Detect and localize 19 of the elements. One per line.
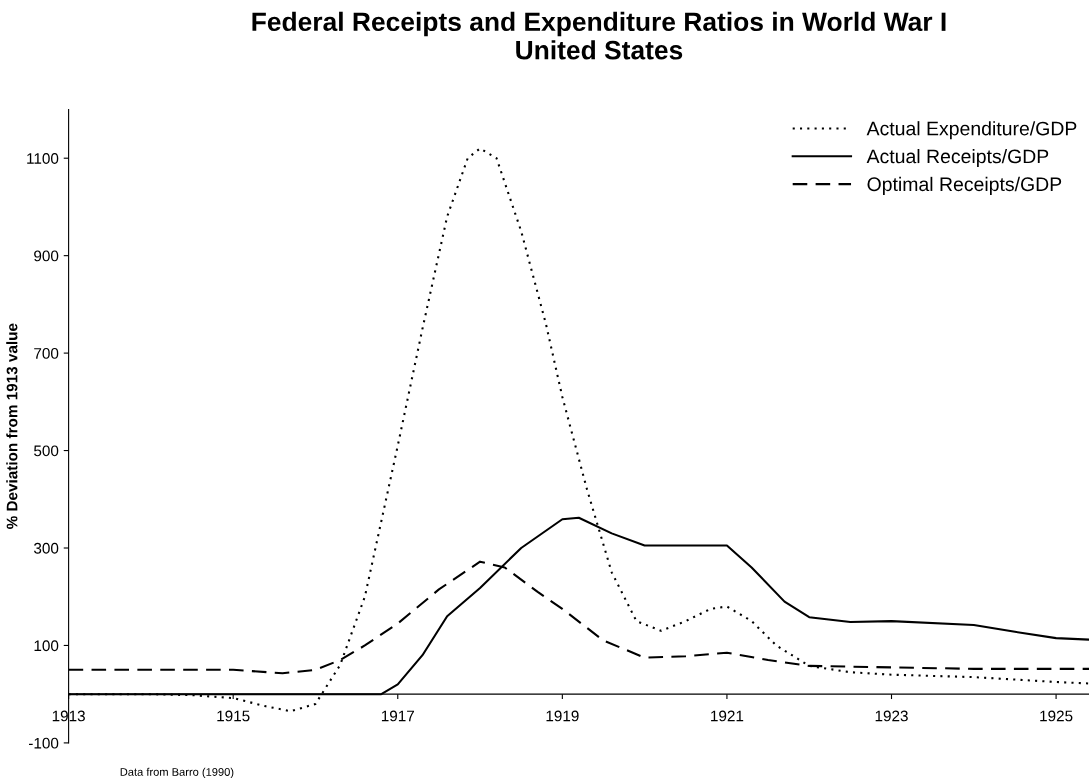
y-tick-label: 900 <box>34 250 59 262</box>
text: Data from Barro (1990) <box>120 767 234 779</box>
x-tick-label: 1919 <box>546 710 579 722</box>
y-tick-label: 1100 <box>27 153 59 164</box>
x-tick-label: 1917 <box>381 710 414 722</box>
legend-label: Actual Receipts/GDP <box>866 148 1049 168</box>
legend-label: Optimal Receipts/GDP <box>867 176 1062 195</box>
y-axis-title: % Deviation from 1913 value <box>6 323 18 529</box>
x-tick-label: 1915 <box>217 710 250 722</box>
chart-title: Federal Receipts and Expenditure Ratios in World War I United States <box>252 11 946 60</box>
x-tick-label: 1925 <box>1040 710 1073 722</box>
y-tick-label: 700 <box>34 347 59 359</box>
x-tick-label: 1921 <box>711 710 744 722</box>
x-tick-label: 1923 <box>875 710 908 722</box>
y-tick-label: 300 <box>33 542 59 554</box>
y-tick-label: -100 <box>28 737 59 749</box>
y-tick-label: 500 <box>34 445 59 457</box>
legend-label: Actual Expenditure/GDP <box>866 121 1077 140</box>
y-tick-label: 100 <box>34 640 59 652</box>
